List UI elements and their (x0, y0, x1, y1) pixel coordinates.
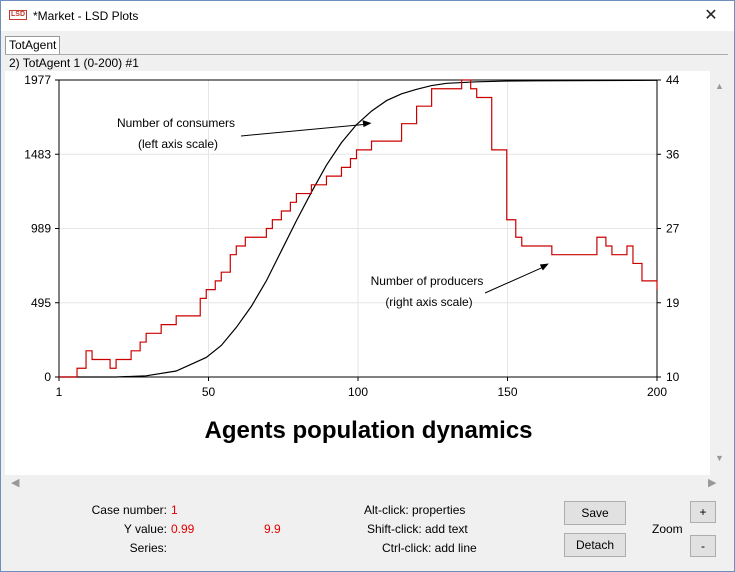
scroll-down-icon[interactable]: ▼ (715, 453, 724, 463)
y-left-tick-label: 989 (31, 222, 51, 236)
title-bar: LSD *Market - LSD Plots ✕ (1, 1, 734, 31)
y-right-tick-label: 19 (666, 296, 680, 310)
annotation-consumers-arrow (240, 123, 368, 137)
y-right-tick-label: 36 (666, 147, 680, 161)
plot-header: 2) TotAgent 1 (0-200) #1 (9, 56, 139, 70)
y-right-tick-label: 27 (666, 222, 680, 236)
y-left-tick-label: 1977 (24, 73, 51, 87)
x-tick-label: 200 (647, 385, 667, 399)
y-left-tick-label: 1483 (24, 147, 51, 161)
tab-totagent[interactable]: TotAgent (5, 36, 61, 54)
scroll-up-icon[interactable]: ▲ (715, 81, 724, 91)
annotation-producers-arrowhead (539, 263, 549, 271)
x-tick-label: 150 (497, 385, 517, 399)
y-right-tick-label: 44 (666, 73, 680, 87)
horizontal-scrollbar[interactable]: ◀ ▶ (5, 475, 728, 491)
detach-button[interactable]: Detach (564, 533, 626, 557)
plot-canvas[interactable] (5, 71, 728, 475)
zoom-out-button[interactable]: - (690, 535, 716, 557)
case-number-label: Case number: (91, 503, 167, 517)
vertical-scrollbar[interactable]: ▲ ▼ (710, 71, 728, 475)
y-left-tick-label: 0 (44, 370, 51, 384)
consumers-series-line (59, 79, 658, 378)
y-value-label: Y value: (123, 522, 167, 536)
y-value-right: 9.9 (264, 522, 281, 536)
case-number-value: 1 (171, 503, 178, 517)
tab-strip: TotAgent (1, 31, 734, 55)
scroll-right-icon[interactable]: ▶ (708, 477, 717, 489)
annotation-consumers-line2: (left axis scale) (138, 137, 218, 151)
x-tick-label: 50 (202, 385, 216, 399)
hint-shift-click: Shift-click: add text (367, 522, 468, 536)
window-title: *Market - LSD Plots (33, 9, 139, 23)
x-tick-label: 1 (56, 385, 63, 399)
zoom-label: Zoom (652, 522, 683, 536)
series-label: Series: (129, 541, 167, 555)
hint-ctrl-click: Ctrl-click: add line (382, 541, 477, 555)
zoom-in-button[interactable]: + (690, 501, 716, 523)
annotation-producers-arrow (484, 265, 546, 294)
y-right-tick-label: 10 (666, 370, 680, 384)
close-button[interactable]: ✕ (704, 7, 718, 24)
annotation-consumers-line1: Number of consumers (117, 116, 235, 130)
annotation-producers-line2: (right axis scale) (385, 295, 472, 309)
x-tick-label: 100 (348, 385, 368, 399)
y-left-tick-label: 495 (31, 296, 51, 310)
scroll-left-icon[interactable]: ◀ (11, 477, 20, 489)
hint-alt-click: Alt-click: properties (364, 503, 466, 517)
chart-title: Agents population dynamics (204, 417, 533, 444)
tab-divider (5, 54, 728, 55)
producers-series-line (59, 79, 658, 378)
y-value-left: 0.99 (171, 522, 195, 536)
save-button[interactable]: Save (564, 501, 626, 525)
app-icon: LSD (9, 10, 27, 20)
annotation-producers-line1: Number of producers (371, 274, 484, 288)
annotation-consumers-arrowhead (362, 120, 372, 128)
